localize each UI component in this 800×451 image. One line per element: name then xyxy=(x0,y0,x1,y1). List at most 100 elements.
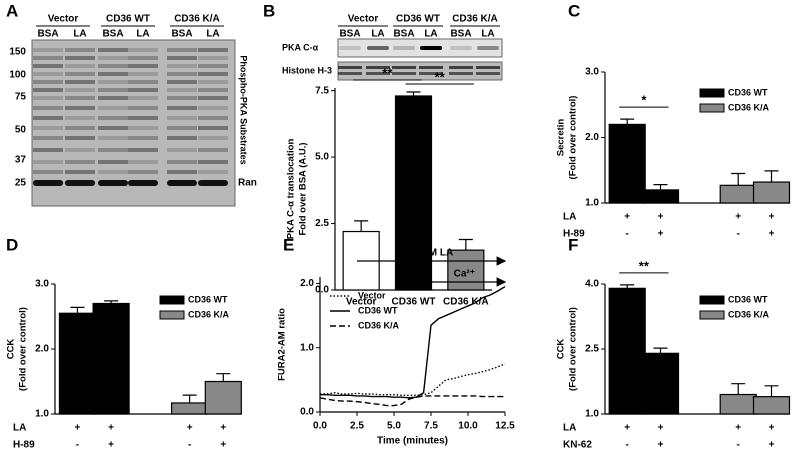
blot-band xyxy=(98,56,128,60)
blot-band xyxy=(33,106,63,110)
y-axis-label: FURA2-AM ratio xyxy=(277,308,288,381)
x-tick-label: 5.0 xyxy=(387,421,401,432)
bar xyxy=(92,302,130,415)
blot-band xyxy=(420,46,442,50)
marker-label: 75 xyxy=(15,92,27,103)
blot-band xyxy=(366,72,390,75)
legend-swatch xyxy=(699,103,725,113)
blot-band xyxy=(167,72,197,76)
bar xyxy=(394,95,433,291)
x-tick-label: 12.5 xyxy=(495,421,515,432)
blot-band xyxy=(65,48,95,52)
condition-value: + xyxy=(769,423,775,434)
blot-band xyxy=(167,64,197,68)
y-tick-label: 7.5 xyxy=(315,85,329,96)
blot-band xyxy=(65,96,95,100)
legend-label: CD36 K/A xyxy=(728,102,770,112)
blot-band xyxy=(198,56,228,60)
bar xyxy=(58,312,97,415)
blot-band xyxy=(65,80,95,84)
blot-band xyxy=(339,46,361,50)
blot-band xyxy=(65,72,95,76)
legend-label: CD36 WT xyxy=(188,294,228,304)
y-tick-label: 1.0 xyxy=(300,342,314,353)
y-axis-label: (Fold over control) xyxy=(568,96,579,180)
condition-value: + xyxy=(108,423,114,434)
legend-swatch xyxy=(699,88,725,98)
annotation-label: 50 μM LA xyxy=(409,248,453,259)
y-tick-label: 0.0 xyxy=(315,285,329,296)
blot-band xyxy=(98,148,128,152)
blot-band xyxy=(198,106,228,110)
condition-value: + xyxy=(220,440,226,451)
blot-band xyxy=(128,136,158,140)
blot-band xyxy=(98,160,128,164)
blot-band xyxy=(167,170,197,174)
blot-band xyxy=(367,46,389,50)
blot-band xyxy=(128,180,158,186)
x-tick-label: 7.5 xyxy=(424,421,438,432)
blot-band xyxy=(65,116,95,120)
condition-value: + xyxy=(735,212,741,223)
error-bar xyxy=(182,394,197,403)
condition-value: + xyxy=(624,212,630,223)
blot-band xyxy=(65,64,95,68)
condition-value: + xyxy=(735,423,741,434)
legend-label: Vector xyxy=(358,290,386,300)
lane-label: BSA xyxy=(102,29,123,40)
y-tick-label: 2.5 xyxy=(585,344,599,355)
line-series xyxy=(320,363,506,396)
condition-value: - xyxy=(188,440,191,451)
x-tick-label: CD36 K/A xyxy=(443,297,489,308)
error-bar xyxy=(354,220,369,232)
lane-label: BSA xyxy=(37,29,58,40)
bar xyxy=(752,396,791,415)
blot-band xyxy=(198,64,228,68)
blot-band xyxy=(98,116,128,120)
blot-band xyxy=(33,48,63,52)
blot-band xyxy=(167,136,197,140)
group-label: Vector xyxy=(348,14,379,25)
error-bar xyxy=(653,184,668,190)
blot-band xyxy=(198,88,228,92)
blot-band xyxy=(477,46,499,50)
condition-value: + xyxy=(187,423,193,434)
group-label: CD36 WT xyxy=(396,14,440,25)
blot-band xyxy=(65,56,95,60)
group-label: CD36 K/A xyxy=(452,14,498,25)
x-tick-label: 10.0 xyxy=(458,421,478,432)
blot-band xyxy=(198,116,228,120)
side-label: Phospho-PKA Substrates xyxy=(239,55,249,164)
condition-label: KN-62 xyxy=(563,440,592,451)
error-bar xyxy=(70,306,85,314)
bar xyxy=(752,181,791,204)
bar xyxy=(204,380,242,415)
blot-band xyxy=(198,96,228,100)
condition-label: H-89 xyxy=(13,440,35,451)
lane-label: LA xyxy=(371,29,384,40)
condition-value: - xyxy=(737,440,740,451)
blot-band xyxy=(33,56,63,60)
bar xyxy=(641,189,680,204)
blot-band xyxy=(65,88,95,92)
error-bar xyxy=(104,300,119,304)
x-tick-label: 0.0 xyxy=(313,421,327,432)
panel-letter: D xyxy=(6,235,18,254)
blot-band xyxy=(198,148,228,152)
blot-band xyxy=(167,88,197,92)
significance-label: ** xyxy=(382,65,393,80)
blot-band xyxy=(98,136,128,140)
blot-band xyxy=(98,48,128,52)
blot-band xyxy=(419,66,443,69)
bar xyxy=(171,402,209,415)
blot-band xyxy=(198,72,228,76)
blot-band xyxy=(338,72,362,75)
panel-letter: F xyxy=(568,235,578,254)
blot-band xyxy=(449,66,473,69)
lane-label: LA xyxy=(424,29,437,40)
lane-label: BSA xyxy=(171,29,192,40)
blot-band xyxy=(128,126,158,130)
error-bar xyxy=(764,170,779,183)
blot-band xyxy=(450,46,472,50)
blot-band xyxy=(419,72,443,75)
